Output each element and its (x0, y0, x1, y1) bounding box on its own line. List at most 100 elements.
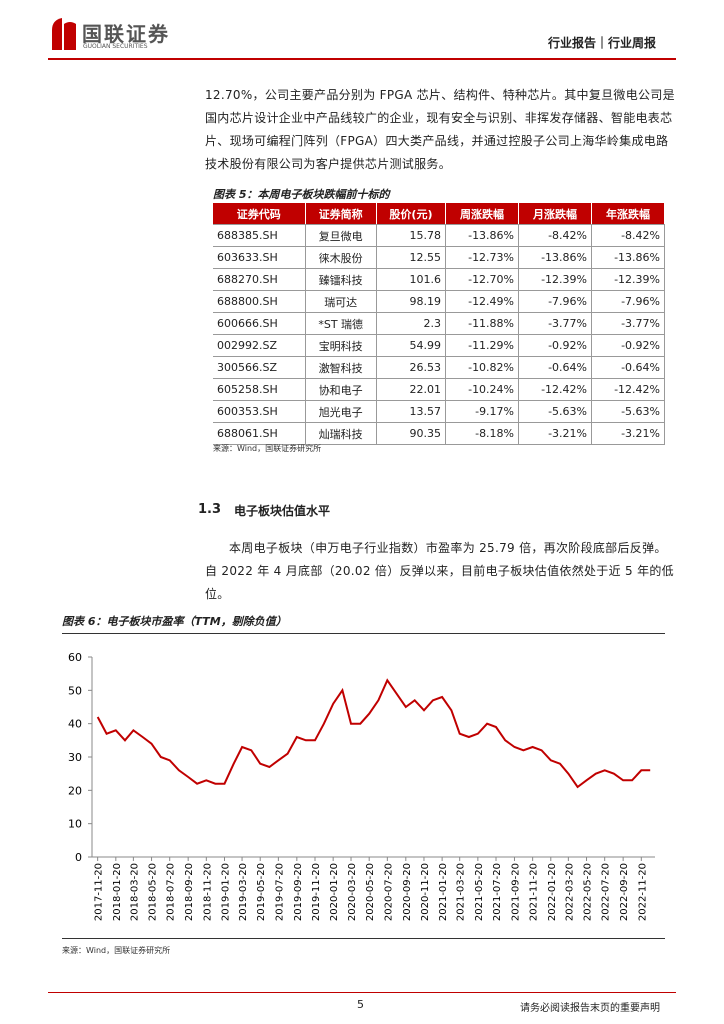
table-cell: -12.42% (518, 378, 592, 401)
column-header: 年涨跌幅 (591, 203, 666, 225)
section-number: 1.3 (198, 502, 222, 517)
table-row: 600666.SH *ST 瑞德 2.3 -11.88% -3.77% -3.77% (213, 312, 666, 335)
table-title: 图表 5：本周电子板块跌幅前十标的 (213, 188, 390, 201)
table-cell: 688800.SH (213, 290, 306, 313)
table-cell: 300566.SZ (213, 356, 306, 379)
table-cell: 旭光电子 (305, 400, 377, 423)
table-cell: -3.77% (591, 312, 666, 335)
x-tick-label: 2022-01-20 (547, 863, 558, 921)
column-header: 证券代码 (213, 203, 306, 225)
table-cell: 复旦微电 (305, 224, 377, 247)
table-cell: -12.39% (518, 268, 592, 291)
x-tick-label: 2019-01-20 (220, 863, 231, 921)
x-tick-label: 2021-03-20 (456, 863, 467, 921)
line-series (96, 678, 651, 789)
paragraph: 本周电子板块（申万电子行业指数）市盈率为 25.79 倍，再次阶段底部后反弹。自… (205, 541, 674, 601)
table-row: 688385.SH 复旦微电 15.78 -13.86% -8.42% -8.42% (213, 224, 666, 247)
logo-en: GUOLIAN SECURITIES (83, 43, 148, 50)
table-cell: 2.3 (376, 312, 447, 335)
logo-cn: 国联证券 (82, 22, 170, 46)
table-cell: -13.86% (518, 246, 592, 269)
table-cell: 26.53 (376, 356, 447, 379)
column-header: 股价(元) (376, 203, 447, 225)
table-cell: -3.21% (518, 422, 592, 445)
column-header: 周涨跌幅 (445, 203, 520, 225)
section-title: 电子板块估值水平 (234, 504, 331, 518)
table-row: 600353.SH 旭光电子 13.57 -9.17% -5.63% -5.63% (213, 400, 666, 423)
table-cell: *ST 瑞德 (305, 312, 377, 335)
table-cell: -0.92% (518, 334, 592, 357)
table-cell: -7.96% (591, 290, 666, 313)
x-tick-label: 2018-07-20 (166, 863, 177, 921)
table-row: 603633.SH 徕木股份 12.55 -12.73% -13.86% -13.86% (213, 246, 666, 269)
x-tick-label: 2018-11-20 (202, 863, 213, 921)
table-cell: 600666.SH (213, 312, 306, 335)
table-row: 688800.SH 瑞可达 98.19 -12.49% -7.96% -7.96% (213, 290, 666, 313)
table-cell: -8.42% (591, 224, 666, 247)
chart-rule (62, 938, 665, 939)
table-cell: 激智科技 (305, 356, 377, 379)
x-tick-label: 2022-05-20 (583, 863, 594, 921)
table-cell: 臻镭科技 (305, 268, 377, 291)
footer-rule (48, 992, 676, 993)
table-cell: 603633.SH (213, 246, 306, 269)
x-tick-label: 2021-09-20 (510, 863, 521, 921)
chart-title: 图表 6：电子板块市盈率（TTM，剔除负值） (62, 615, 287, 628)
logo-icon (52, 18, 76, 50)
table-cell: -0.92% (591, 334, 666, 357)
table-header-row: 证券代码 证券简称 股价(元) 周涨跌幅 月涨跌幅 年涨跌幅 (213, 203, 666, 225)
x-tick-label: 2019-11-20 (311, 863, 322, 921)
table-cell: -13.86% (445, 224, 520, 247)
table-cell: 600353.SH (213, 400, 306, 423)
table-cell: 瑞可达 (305, 290, 377, 313)
table-cell: -12.39% (591, 268, 666, 291)
x-tick-label: 2022-03-20 (564, 863, 575, 921)
table-cell: -5.63% (518, 400, 592, 423)
table-row: 688061.SH 灿瑞科技 90.35 -8.18% -3.21% -3.21% (213, 422, 666, 445)
table-cell: -3.77% (518, 312, 592, 335)
table-cell: -12.73% (445, 246, 520, 269)
x-tick-label: 2019-05-20 (256, 863, 267, 921)
x-tick-label: 2018-09-20 (184, 863, 195, 921)
x-tick-label: 2018-01-20 (112, 863, 123, 921)
table-cell: -8.18% (445, 422, 520, 445)
x-tick-label: 2019-03-20 (238, 863, 249, 921)
table-row: 688270.SH 臻镭科技 101.6 -12.70% -12.39% -12.39% (213, 268, 666, 291)
table-cell: 宝明科技 (305, 334, 377, 357)
chart-rule (62, 633, 665, 634)
x-tick-label: 2020-09-20 (402, 863, 413, 921)
x-tick-label: 2018-05-20 (148, 863, 159, 921)
table-cell: 15.78 (376, 224, 447, 247)
y-tick-label: 50 (68, 684, 82, 697)
x-tick-label: 2021-07-20 (492, 863, 503, 921)
table-cell: 13.57 (376, 400, 447, 423)
x-tick-label: 2022-09-20 (619, 863, 630, 921)
x-tick-label: 2020-07-20 (383, 863, 394, 921)
table-cell: -12.49% (445, 290, 520, 313)
x-tick-label: 2020-03-20 (347, 863, 358, 921)
table-source: 来源：Wind，国联证券研究所 (213, 444, 322, 453)
x-tick-label: 2020-05-20 (365, 863, 376, 921)
table-cell: 688270.SH (213, 268, 306, 291)
table-cell: 688385.SH (213, 224, 306, 247)
y-tick-label: 20 (68, 784, 82, 797)
x-tick-label: 2017-11-20 (94, 863, 105, 921)
chart: 0 10 20 30 40 50 60 2017-11-20 2018-01-20 2018-03… (68, 651, 655, 921)
column-header: 证券简称 (305, 203, 377, 225)
paragraph: 12.70%，公司主要产品分别为 FPGA 芯片、结构件、特种芯片。其中复旦微电… (205, 88, 675, 171)
header-rule (48, 58, 676, 60)
y-tick-label: 60 (68, 651, 82, 664)
table-cell: 98.19 (376, 290, 447, 313)
x-tick-label: 2020-01-20 (329, 863, 340, 921)
table-cell: -9.17% (445, 400, 520, 423)
table-cell: -11.88% (445, 312, 520, 335)
x-tick-label: 2019-09-20 (293, 863, 304, 921)
x-tick-label: 2019-07-20 (274, 863, 285, 921)
table-row: 002992.SZ 宝明科技 54.99 -11.29% -0.92% -0.92% (213, 334, 666, 357)
footer-note: 请务必阅读报告末页的重要声明 (520, 1003, 660, 1014)
table-cell: -12.70% (445, 268, 520, 291)
table-cell: 灿瑞科技 (305, 422, 377, 445)
table-cell: 12.55 (376, 246, 447, 269)
table-cell: 605258.SH (213, 378, 306, 401)
